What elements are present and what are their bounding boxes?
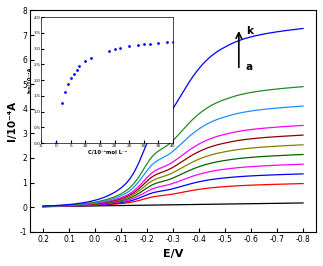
- Text: a: a: [246, 63, 253, 72]
- Text: k: k: [246, 26, 253, 36]
- Y-axis label: I/10⁻⁴A: I/10⁻⁴A: [7, 101, 17, 141]
- X-axis label: E/V: E/V: [163, 249, 183, 259]
